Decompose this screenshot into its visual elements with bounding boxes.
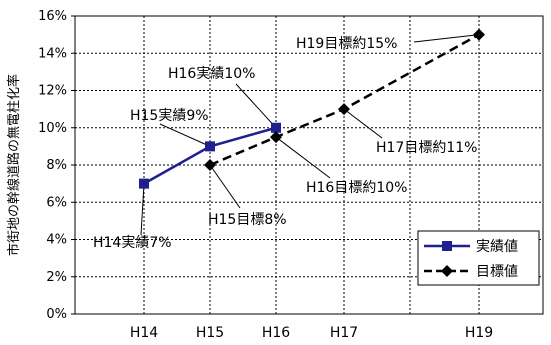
y-tick-label: 2% (46, 270, 67, 285)
legend (417, 230, 540, 286)
y-tick-label: 16% (38, 9, 67, 24)
annotation-leader (209, 164, 241, 209)
x-tick-label: H15 (196, 325, 224, 341)
y-tick-label: 10% (38, 121, 67, 136)
data-point-1 (139, 178, 149, 189)
legend-swatch-marker (442, 241, 452, 251)
legend-label: 実績値 (476, 239, 518, 255)
annotation-leader (343, 108, 383, 139)
annotation-label: H16実績10% (168, 66, 255, 82)
x-tick-label: H17 (330, 325, 358, 341)
y-tick-label: 14% (38, 46, 67, 61)
data-point-2 (270, 131, 282, 144)
x-tick-label: H16 (262, 325, 290, 341)
annotation-label: H16目標約10% (306, 180, 407, 196)
annotation-label: H19目標約15% (296, 36, 397, 52)
data-point-2 (338, 103, 350, 116)
y-tick-label: 4% (46, 233, 67, 248)
annotation-label: H15目標8% (208, 212, 287, 228)
annotation-leader (140, 183, 145, 236)
y-axis-label: 市街地の幹線道路の無電柱化率 (6, 74, 22, 256)
legend-swatch-marker (441, 265, 453, 277)
y-tick-label: 12% (38, 84, 67, 99)
annotation-label: H14実績7% (93, 235, 172, 251)
y-tick-label: 0% (46, 307, 67, 322)
data-point-2 (204, 159, 216, 171)
annotation-leader (235, 83, 277, 129)
x-tick-label: H14 (130, 325, 158, 341)
annotation-leader (275, 136, 331, 179)
legend-label: 目標値 (476, 264, 518, 280)
x-tick-label: H19 (465, 325, 493, 341)
data-point-1 (271, 122, 281, 133)
annotation-label: H15実績9% (130, 108, 209, 124)
y-tick-label: 6% (46, 195, 67, 210)
data-point-1 (205, 141, 215, 152)
annotation-leader (413, 34, 480, 43)
data-point-2 (473, 28, 485, 41)
series-line-2 (209, 33, 480, 167)
annotation-leader (159, 123, 211, 147)
y-tick-label: 8% (46, 158, 67, 173)
annotation-label: H17目標約11% (376, 140, 477, 156)
